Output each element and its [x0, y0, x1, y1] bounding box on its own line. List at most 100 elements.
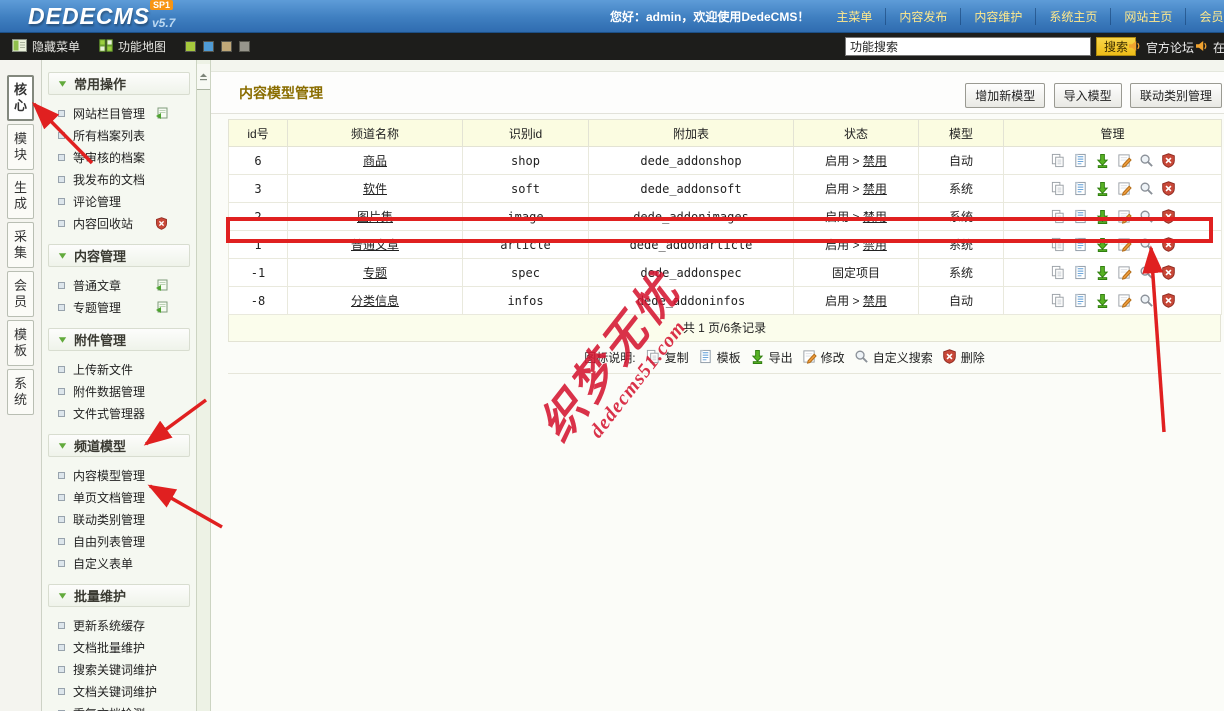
function-map-button[interactable]: 功能地图 — [99, 38, 166, 55]
quick-add-icon[interactable] — [155, 279, 168, 292]
function-search-input[interactable] — [845, 37, 1091, 56]
sidebar-item-search-keyword-maintain[interactable]: 搜索关键词维护 — [46, 658, 192, 680]
channel-name-link[interactable]: 软件 — [362, 182, 387, 196]
copy-icon[interactable] — [1050, 209, 1066, 224]
quick-add-icon[interactable] — [155, 107, 168, 120]
sidebar-item-pending-archives[interactable]: 等审核的档案 — [46, 146, 192, 168]
edit-icon[interactable] — [1117, 265, 1132, 280]
export-icon[interactable] — [1095, 293, 1110, 308]
copy-icon[interactable] — [1050, 181, 1066, 196]
theme-swatch-tan[interactable] — [221, 41, 233, 52]
topnav-content-publish[interactable]: 内容发布 — [885, 8, 960, 25]
channel-name-link[interactable]: 分类信息 — [350, 294, 399, 308]
tab-system[interactable]: 系统 — [7, 369, 34, 415]
channel-name-link[interactable]: 图片集 — [356, 210, 393, 224]
export-icon[interactable] — [1095, 181, 1110, 196]
online-help-link[interactable]: 在线帮助 — [1195, 39, 1224, 56]
import-model-button[interactable]: 导入模型 — [1053, 83, 1122, 108]
disable-link[interactable]: 禁用 — [862, 238, 887, 252]
section-batch-maintain[interactable]: 批量维护 — [48, 584, 190, 607]
disable-link[interactable]: 禁用 — [862, 182, 887, 196]
topnav-system-home[interactable]: 系统主页 — [1035, 8, 1110, 25]
disable-link[interactable]: 禁用 — [862, 294, 887, 308]
theme-swatch-gray[interactable] — [239, 41, 251, 52]
sidebar-item-duplicate-doc-check[interactable]: 重复文档检测 — [46, 702, 192, 711]
export-icon[interactable] — [1095, 237, 1110, 252]
sidebar-item-doc-batch-maintain[interactable]: 文档批量维护 — [46, 636, 192, 658]
template-icon[interactable] — [1073, 153, 1088, 168]
sidebar-item-single-page-mgmt[interactable]: 单页文档管理 — [46, 486, 192, 508]
delete-icon[interactable] — [1161, 265, 1176, 280]
sidebar-item-upload-new-file[interactable]: 上传新文件 — [46, 358, 192, 380]
section-channel-model[interactable]: 频道模型 — [48, 434, 190, 457]
section-content-mgmt[interactable]: 内容管理 — [48, 244, 190, 267]
channel-name-link[interactable]: 普通文章 — [350, 238, 399, 252]
sidebar-item-linkage-category-mgmt[interactable]: 联动类别管理 — [46, 508, 192, 530]
sidebar-item-custom-form[interactable]: 自定义表单 — [46, 552, 192, 574]
sidebar-item-attachment-data-mgmt[interactable]: 附件数据管理 — [46, 380, 192, 402]
tab-collect[interactable]: 采集 — [7, 222, 34, 268]
export-icon[interactable] — [1095, 209, 1110, 224]
disable-link[interactable]: 禁用 — [862, 210, 887, 224]
tab-module[interactable]: 模块 — [7, 124, 34, 170]
export-icon[interactable] — [1095, 153, 1110, 168]
copy-icon[interactable] — [1050, 237, 1066, 252]
sidebar-item-all-archives-list[interactable]: 所有档案列表 — [46, 124, 192, 146]
official-forum-link[interactable]: 官方论坛 — [1128, 39, 1194, 56]
sidebar-item-file-manager[interactable]: 文件式管理器 — [46, 402, 192, 424]
hide-menu-button[interactable]: 隐藏菜单 — [12, 38, 80, 55]
sidebar-item-doc-keyword-maintain[interactable]: 文档关键词维护 — [46, 680, 192, 702]
channel-name-link[interactable]: 商品 — [362, 154, 387, 168]
edit-icon[interactable] — [1117, 209, 1132, 224]
theme-swatch-blue[interactable] — [203, 41, 215, 52]
edit-icon[interactable] — [1117, 153, 1132, 168]
topnav-member-center[interactable]: 会员中心 — [1185, 8, 1224, 25]
custom-search-icon[interactable] — [1139, 153, 1154, 168]
edit-icon[interactable] — [1117, 237, 1132, 252]
sidebar-item-topic-mgmt[interactable]: 专题管理 — [46, 296, 192, 318]
sidebar-item-update-cache[interactable]: 更新系统缓存 — [46, 614, 192, 636]
delete-icon[interactable] — [1161, 153, 1176, 168]
collapse-sidebar-button[interactable] — [197, 64, 210, 90]
template-icon[interactable] — [1073, 237, 1088, 252]
sidebar-item-site-column-mgmt[interactable]: 网站栏目管理 — [46, 102, 192, 124]
theme-swatch-green[interactable] — [185, 41, 197, 52]
sidebar-item-normal-article[interactable]: 普通文章 — [46, 274, 192, 296]
export-icon[interactable] — [1095, 265, 1110, 280]
topnav-content-maintain[interactable]: 内容维护 — [960, 8, 1035, 25]
channel-name-link[interactable]: 专题 — [362, 266, 387, 280]
custom-search-icon[interactable] — [1139, 265, 1154, 280]
quick-add-icon[interactable] — [155, 301, 168, 314]
copy-icon[interactable] — [1050, 153, 1066, 168]
edit-icon[interactable] — [1117, 293, 1132, 308]
template-icon[interactable] — [1073, 209, 1088, 224]
delete-icon[interactable] — [1161, 209, 1176, 224]
section-attachment-mgmt[interactable]: 附件管理 — [48, 328, 190, 351]
disable-link[interactable]: 禁用 — [862, 154, 887, 168]
custom-search-icon[interactable] — [1139, 181, 1154, 196]
copy-icon[interactable] — [1050, 293, 1066, 308]
tab-template[interactable]: 模板 — [7, 320, 34, 366]
topnav-site-home[interactable]: 网站主页 — [1110, 8, 1185, 25]
section-common-operations[interactable]: 常用操作 — [48, 72, 190, 95]
sidebar-item-content-recycle[interactable]: 内容回收站 — [46, 212, 192, 234]
custom-search-icon[interactable] — [1139, 237, 1154, 252]
tab-core[interactable]: 核心 — [7, 75, 34, 121]
edit-icon[interactable] — [1117, 181, 1132, 196]
sidebar-item-freelist-mgmt[interactable]: 自由列表管理 — [46, 530, 192, 552]
sidebar-item-content-model-mgmt[interactable]: 内容模型管理 — [46, 464, 192, 486]
copy-icon[interactable] — [1050, 265, 1066, 280]
tab-member[interactable]: 会员 — [7, 271, 34, 317]
custom-search-icon[interactable] — [1139, 209, 1154, 224]
delete-icon[interactable] — [1161, 293, 1176, 308]
delete-icon[interactable] — [1161, 181, 1176, 196]
topnav-main-menu[interactable]: 主菜单 — [836, 10, 873, 24]
template-icon[interactable] — [1073, 181, 1088, 196]
add-new-model-button[interactable]: 增加新模型 — [965, 83, 1046, 108]
linkage-category-button[interactable]: 联动类别管理 — [1129, 83, 1222, 108]
tab-generate[interactable]: 生成 — [7, 173, 34, 219]
sidebar-item-comment-mgmt[interactable]: 评论管理 — [46, 190, 192, 212]
custom-search-icon[interactable] — [1139, 293, 1154, 308]
template-icon[interactable] — [1073, 293, 1088, 308]
sidebar-item-my-documents[interactable]: 我发布的文档 — [46, 168, 192, 190]
